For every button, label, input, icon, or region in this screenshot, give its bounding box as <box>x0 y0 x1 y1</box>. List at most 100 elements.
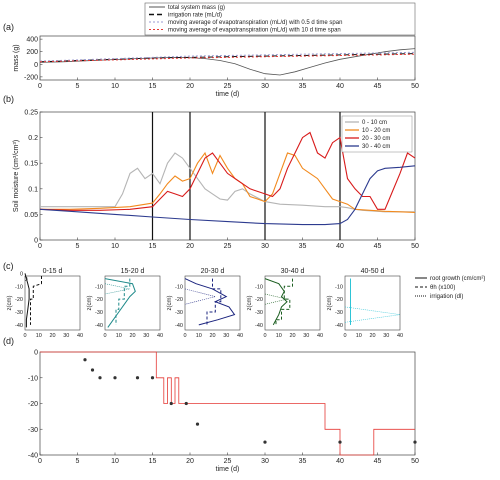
x-tick-label: 30 <box>261 243 269 250</box>
x-tick-label: 10 <box>276 333 282 339</box>
x-tick-label: 50 <box>411 83 419 90</box>
y-tick-label: 400 <box>26 37 38 44</box>
observed-point <box>135 376 140 380</box>
series-line-b-0 <box>40 152 415 213</box>
observed-point <box>113 376 117 380</box>
legend-label-b: 20 - 30 cm <box>362 136 390 142</box>
observed-point <box>98 376 102 380</box>
legend-label-a: moving average of evapotranspiration (mL… <box>168 20 342 26</box>
x-tick-label: 0 <box>38 83 42 90</box>
root-growth-line <box>104 278 136 328</box>
x-tick-label: 30 <box>261 83 269 90</box>
x-tick-label: 40 <box>336 243 344 250</box>
x-tick-label: 15 <box>149 458 157 465</box>
y-tick-label: -10 <box>335 284 343 290</box>
subplot-title: 15-20 d <box>121 268 145 275</box>
y-tick-label: -20 <box>28 401 38 408</box>
y-tick-label: 0.2 <box>28 135 38 142</box>
legend-label-a: irrigation rate (mL/d) <box>168 13 222 19</box>
subplot-frame <box>344 275 401 331</box>
y-tick-label: -40 <box>255 323 263 329</box>
series-line-b-2 <box>39 131 416 211</box>
subplot-title: 30-40 d <box>281 268 305 275</box>
root-growth-line <box>264 278 288 326</box>
observed-point <box>263 440 267 444</box>
x-tick-label: 40 <box>336 458 344 465</box>
x-tick-label: 30 <box>383 333 389 339</box>
subplot-title: 20-30 d <box>201 268 225 275</box>
x-tick-label: 40 <box>157 333 163 339</box>
irrigation-line <box>24 275 29 282</box>
x-tick-label: 0 <box>343 333 346 339</box>
legend-label-a: moving average of evapotranspiration (mL… <box>168 28 341 34</box>
x-tick-label: 10 <box>36 333 42 339</box>
x-tick-label: 0 <box>103 333 106 339</box>
irrigation-line <box>264 293 288 305</box>
legend-box-a <box>144 2 416 36</box>
subplot-title: 0-15 d <box>43 268 63 275</box>
x-tick-label: 15 <box>149 243 157 250</box>
x-tick-label: 35 <box>299 243 307 250</box>
observed-point <box>169 401 173 406</box>
y-axis-label: Soil moisture (cm³/cm³) <box>13 140 20 212</box>
x-tick-label: 20 <box>369 333 375 339</box>
x-tick-label: 35 <box>299 458 307 465</box>
x-tick-label: 10 <box>111 458 119 465</box>
x-axis-label: time (d) <box>216 466 240 473</box>
x-tick-label: 10 <box>111 243 119 250</box>
y-tick-label: -20 <box>15 297 23 303</box>
subplot-frame <box>24 275 81 331</box>
x-tick-label: 0 <box>38 458 42 465</box>
x-tick-label: 5 <box>76 83 80 90</box>
y-tick-label: -10 <box>15 284 23 290</box>
x-tick-label: 40 <box>336 83 344 90</box>
y-tick-label: 200 <box>26 49 38 56</box>
legend-label-c: root growth (cm/cm²) <box>430 276 485 282</box>
x-tick-label: 0 <box>23 333 26 339</box>
x-tick-label: 25 <box>224 243 232 250</box>
y-tick-label: -40 <box>28 453 38 460</box>
root-growth-line <box>24 273 30 328</box>
theta-line <box>206 278 222 325</box>
series-line-a-3 <box>39 53 416 63</box>
x-tick-label: 40 <box>317 333 323 339</box>
x-tick-label: 25 <box>224 458 232 465</box>
panel-label-a: (a) <box>3 22 14 32</box>
x-tick-label: 20 <box>49 333 55 339</box>
y-axis-label: z(cm) <box>87 296 93 311</box>
observed-point <box>338 440 342 444</box>
x-tick-label: 45 <box>374 243 382 250</box>
panel-label-d: (d) <box>3 336 14 346</box>
y-tick-label: -30 <box>175 310 183 316</box>
x-tick-label: 30 <box>223 333 229 339</box>
irrigation-line <box>184 288 216 305</box>
x-tick-label: 35 <box>299 83 307 90</box>
x-tick-label: 20 <box>289 333 295 339</box>
x-tick-label: 40 <box>77 333 83 339</box>
y-tick-label: -20 <box>255 297 263 303</box>
y-tick-label: 0.05 <box>24 212 38 219</box>
y-tick-label: -40 <box>335 323 343 329</box>
y-tick-label: -30 <box>15 310 23 316</box>
x-axis-label: time (d) <box>216 91 240 98</box>
y-tick-label: 0 <box>34 350 38 357</box>
y-tick-label: -200 <box>24 74 38 81</box>
y-tick-label: 0.15 <box>24 161 38 168</box>
x-tick-label: 15 <box>149 83 157 90</box>
panel-label-b: (b) <box>3 94 14 104</box>
plot-frame <box>39 35 416 81</box>
y-tick-label: 0.1 <box>28 186 38 193</box>
y-tick-label: 0 <box>34 238 38 245</box>
theta-line <box>115 278 131 325</box>
y-tick-label: -20 <box>335 297 343 303</box>
subplot-title: 40-50 d <box>361 268 385 275</box>
x-tick-label: 20 <box>129 333 135 339</box>
y-tick-label: -10 <box>95 284 103 290</box>
observed-point <box>150 376 155 380</box>
legend-label-b: 30 - 40 cm <box>362 144 390 150</box>
theta-line <box>275 278 293 325</box>
x-tick-label: 0 <box>263 333 266 339</box>
y-axis-label: z(cm) <box>167 296 173 311</box>
x-tick-label: 10 <box>111 83 119 90</box>
